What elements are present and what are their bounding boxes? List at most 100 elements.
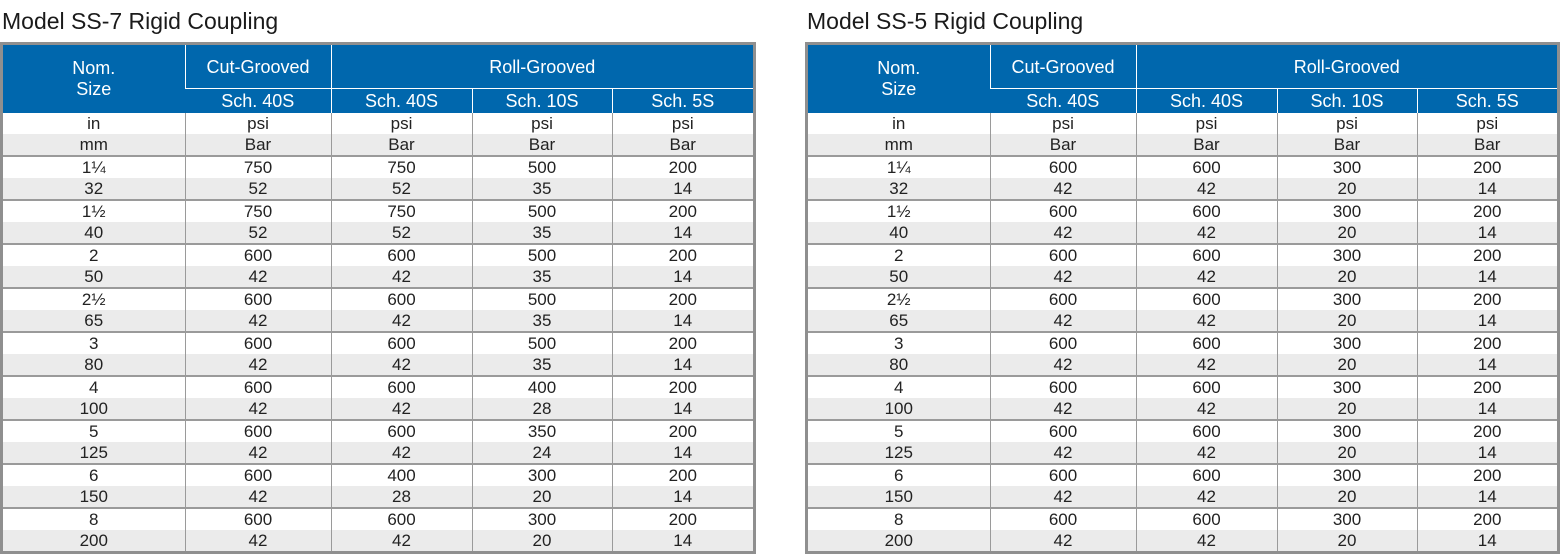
bar-value-cell: 42: [330, 310, 472, 333]
cut-grooved-header: Cut-Grooved: [989, 45, 1136, 89]
psi-value-cell: 600: [1135, 288, 1277, 310]
table-row: 1½ 600 600 300 200: [808, 200, 1557, 222]
psi-value-cell: 750: [330, 200, 472, 222]
nom-size-header: Nom. Size: [3, 45, 185, 113]
psi-value-cell: 600: [989, 508, 1136, 530]
bar-value-cell: 42: [989, 530, 1136, 551]
psi-value-cell: 350: [471, 420, 612, 442]
size-in-cell: 2: [808, 244, 990, 266]
table-row: in psi psi psi psi: [808, 113, 1557, 134]
size-mm-cell: 32: [3, 178, 185, 201]
size-mm-cell: 200: [3, 530, 185, 551]
table-row: in psi psi psi psi: [3, 113, 753, 134]
psi-value-cell: 750: [184, 156, 331, 178]
bar-value-cell: 42: [1135, 398, 1277, 421]
table-row: 40 52 52 35 14: [3, 222, 753, 245]
bar-value-cell: 42: [184, 442, 331, 465]
bar-value-cell: 42: [330, 354, 472, 377]
bar-value-cell: 42: [184, 530, 331, 551]
psi-value-cell: 300: [1276, 376, 1417, 398]
bar-value-cell: 24: [471, 442, 612, 465]
psi-value-cell: 200: [1416, 508, 1557, 530]
psi-value-cell: 600: [330, 332, 472, 354]
table-row: 5 600 600 300 200: [808, 420, 1557, 442]
size-in-cell: 1½: [808, 200, 990, 222]
bar-value-cell: 20: [471, 530, 612, 551]
unit-cell: Bar: [1135, 134, 1277, 157]
bar-value-cell: 35: [471, 310, 612, 333]
size-in-cell: 4: [3, 376, 185, 398]
bar-value-cell: 42: [989, 398, 1136, 421]
psi-value-cell: 200: [611, 244, 753, 266]
unit-cell: psi: [1135, 113, 1277, 134]
psi-value-cell: 600: [330, 376, 472, 398]
unit-cell: Bar: [1276, 134, 1417, 157]
schedule-header: Sch. 5S: [1416, 88, 1557, 113]
psi-value-cell: 300: [1276, 420, 1417, 442]
size-mm-cell: 40: [3, 222, 185, 245]
size-in-cell: 4: [808, 376, 990, 398]
psi-value-cell: 500: [471, 200, 612, 222]
psi-value-cell: 600: [184, 244, 331, 266]
size-in-cell: 2½: [808, 288, 990, 310]
bar-value-cell: 20: [1276, 222, 1417, 245]
table-row: 2½ 600 600 300 200: [808, 288, 1557, 310]
bar-value-cell: 42: [989, 310, 1136, 333]
bar-value-cell: 20: [1276, 354, 1417, 377]
bar-value-cell: 20: [1276, 442, 1417, 465]
psi-value-cell: 200: [611, 508, 753, 530]
table-title: Model SS-5 Rigid Coupling: [807, 8, 1084, 34]
psi-value-cell: 300: [1276, 288, 1417, 310]
nom-size-header: Nom. Size: [808, 45, 990, 113]
psi-value-cell: 500: [471, 288, 612, 310]
bar-value-cell: 42: [330, 398, 472, 421]
table-row: 65 42 42 20 14: [808, 310, 1557, 333]
table-row: 200 42 42 20 14: [3, 530, 753, 551]
psi-value-cell: 600: [1135, 464, 1277, 486]
psi-value-cell: 200: [1416, 376, 1557, 398]
unit-cell: mm: [808, 134, 990, 157]
bar-value-cell: 20: [1276, 266, 1417, 289]
table-row: 4 600 600 400 200: [3, 376, 753, 398]
roll-grooved-header: Roll-Grooved: [330, 45, 753, 89]
schedule-header: Sch. 5S: [611, 88, 753, 113]
table-row: 8 600 600 300 200: [808, 508, 1557, 530]
unit-cell: Bar: [330, 134, 472, 157]
bar-value-cell: 42: [1135, 178, 1277, 201]
table-row: 1¼ 750 750 500 200: [3, 156, 753, 178]
table-row: 3 600 600 500 200: [3, 332, 753, 354]
psi-value-cell: 600: [184, 332, 331, 354]
unit-cell: Bar: [471, 134, 612, 157]
table-row: 1¼ 600 600 300 200: [808, 156, 1557, 178]
psi-value-cell: 200: [1416, 464, 1557, 486]
table-row: 40 42 42 20 14: [808, 222, 1557, 245]
roll-grooved-header: Roll-Grooved: [1135, 45, 1557, 89]
unit-cell: psi: [1276, 113, 1417, 134]
psi-value-cell: 600: [989, 200, 1136, 222]
table-row: 5 600 600 350 200: [3, 420, 753, 442]
bar-value-cell: 42: [989, 178, 1136, 201]
bar-value-cell: 14: [1416, 354, 1557, 377]
bar-value-cell: 20: [1276, 486, 1417, 509]
unit-cell: psi: [611, 113, 753, 134]
psi-value-cell: 300: [471, 508, 612, 530]
table-body: in psi psi psi psi mm Bar Bar Bar Bar 1¼ 750 750 500 2…: [3, 113, 753, 551]
psi-value-cell: 200: [1416, 332, 1557, 354]
size-in-cell: 1¼: [808, 156, 990, 178]
bar-value-cell: 14: [611, 486, 753, 509]
psi-value-cell: 600: [1135, 156, 1277, 178]
psi-value-cell: 600: [989, 464, 1136, 486]
bar-value-cell: 14: [1416, 266, 1557, 289]
size-mm-cell: 150: [808, 486, 990, 509]
table-row: 150 42 28 20 14: [3, 486, 753, 509]
bar-value-cell: 42: [1135, 310, 1277, 333]
bar-value-cell: 42: [184, 266, 331, 289]
psi-value-cell: 600: [184, 508, 331, 530]
table-body: in psi psi psi psi mm Bar Bar Bar Bar 1¼ 600 600 300 2…: [808, 113, 1557, 551]
bar-value-cell: 35: [471, 266, 612, 289]
psi-value-cell: 750: [330, 156, 472, 178]
bar-value-cell: 14: [1416, 530, 1557, 551]
bar-value-cell: 42: [989, 486, 1136, 509]
size-in-cell: 1¼: [3, 156, 185, 178]
bar-value-cell: 42: [989, 222, 1136, 245]
